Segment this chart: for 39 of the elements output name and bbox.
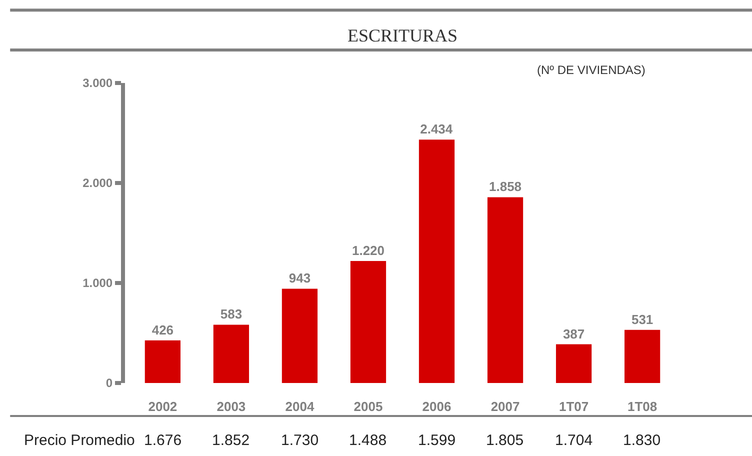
data-label: 531	[631, 312, 654, 327]
text: 1.599	[418, 432, 456, 449]
bar	[282, 288, 318, 383]
bar	[487, 197, 524, 383]
data-label: 426	[152, 322, 174, 338]
x-tick-label: 2004	[285, 399, 315, 414]
bar	[144, 340, 180, 383]
x-tick-label: 2003	[216, 399, 246, 414]
data-label: 943	[288, 270, 311, 286]
data-label: 583	[220, 306, 242, 322]
data-label: 387	[562, 326, 585, 342]
bar	[350, 261, 386, 383]
x-tick-label: 2005	[354, 399, 383, 414]
data-label: 1.220	[352, 243, 385, 258]
x-tick-label: 2007	[490, 399, 520, 414]
text: 1.830	[623, 432, 661, 449]
bar	[213, 324, 250, 383]
bar	[418, 140, 455, 383]
text: 1.852	[212, 432, 250, 449]
y-tick-label: 1.000	[82, 276, 113, 290]
y-tick-label: 3.000	[82, 76, 113, 90]
text: 1.488	[349, 432, 387, 449]
bar	[624, 330, 660, 383]
x-tick-label: 2002	[148, 399, 178, 414]
text: 1.730	[281, 432, 319, 449]
y-tick-label: 2.000	[82, 176, 113, 190]
x-tick-label: 1T07	[558, 399, 589, 414]
chart-title: ESCRITURAS	[347, 25, 458, 46]
x-tick-label: 2006	[422, 399, 452, 414]
data-label: 2.434	[420, 122, 454, 137]
text: Precio Promedio	[24, 432, 135, 449]
chart-subtitle: (Nº DE VIVIENDAS)	[537, 63, 646, 77]
y-tick-label: 0	[106, 376, 113, 390]
bar	[556, 344, 592, 383]
text: 1.676	[144, 432, 182, 449]
data-label: 1.858	[489, 179, 522, 194]
x-tick-label: 1T08	[627, 399, 658, 414]
text: 1.704	[555, 432, 593, 449]
text: 1.805	[486, 432, 524, 449]
